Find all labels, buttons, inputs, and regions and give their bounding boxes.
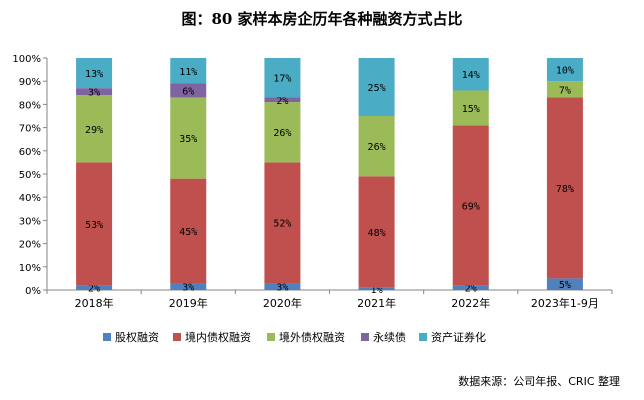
- legend-swatch: [361, 333, 369, 341]
- y-tick-label: 20%: [19, 240, 41, 251]
- data-label: 5%: [559, 280, 571, 291]
- bar-segment: [264, 162, 301, 284]
- bar-segment: [76, 88, 113, 96]
- y-tick-label: 50%: [19, 170, 41, 181]
- bar-segment: [76, 162, 113, 286]
- y-tick-label: 40%: [19, 193, 41, 204]
- data-label: 29%: [85, 125, 103, 136]
- y-tick-label: 100%: [12, 54, 41, 65]
- data-label: 3%: [276, 283, 288, 294]
- data-label: 3%: [182, 283, 194, 294]
- source-note: 数据来源：公司年报、CRIC 整理: [458, 374, 620, 388]
- x-tick-label: 2020年: [263, 296, 302, 310]
- bar-segment: [546, 58, 583, 82]
- data-label: 7%: [559, 85, 571, 96]
- bar-segment: [546, 81, 583, 98]
- bar-segment: [170, 58, 207, 84]
- data-label: 6%: [182, 86, 194, 97]
- legend-swatch: [103, 333, 111, 341]
- bar-segment: [358, 176, 395, 288]
- x-tick-label: 2019年: [169, 296, 208, 310]
- data-label: 35%: [179, 134, 197, 145]
- data-label: 48%: [368, 228, 386, 239]
- y-tick-label: 0%: [25, 286, 41, 297]
- data-label: 52%: [273, 219, 291, 230]
- y-tick-label: 70%: [19, 124, 41, 135]
- legend-label: 永续债: [373, 330, 406, 344]
- data-label: 2%: [88, 284, 100, 295]
- y-tick-label: 60%: [19, 147, 41, 158]
- y-tick-label: 90%: [19, 77, 41, 88]
- data-label: 14%: [462, 70, 480, 81]
- x-tick-label: 2018年: [75, 296, 114, 310]
- bar-segment: [76, 58, 113, 89]
- data-label: 17%: [273, 74, 291, 85]
- data-label: 13%: [85, 69, 103, 80]
- data-label: 25%: [368, 83, 386, 94]
- y-tick-label: 30%: [19, 216, 41, 227]
- x-tick-label: 2022年: [451, 296, 490, 310]
- y-tick-label: 10%: [19, 263, 41, 274]
- bar-segment: [170, 97, 207, 179]
- bar-segment: [452, 285, 489, 290]
- legend-label: 境外债权融资: [279, 330, 345, 344]
- y-tick-label: 80%: [19, 100, 41, 111]
- bar-segment: [358, 58, 395, 116]
- bar-segment: [76, 285, 113, 290]
- legend-swatch: [419, 333, 427, 341]
- data-label: 26%: [368, 142, 386, 153]
- data-label: 10%: [556, 66, 574, 77]
- x-tick-label: 2023年1-9月: [531, 296, 599, 310]
- x-tick-label: 2021年: [357, 296, 396, 310]
- legend-label: 境内债权融资: [185, 330, 251, 344]
- bar-segment: [546, 278, 583, 290]
- legend-swatch: [173, 333, 181, 341]
- legend-swatch: [267, 333, 275, 341]
- data-label: 45%: [179, 227, 197, 238]
- legend-label: 股权融资: [115, 331, 159, 344]
- bar-segment: [546, 97, 583, 279]
- data-label: 26%: [273, 128, 291, 139]
- data-label: 3%: [88, 88, 100, 99]
- bar-segment: [264, 102, 301, 163]
- bar-segment: [170, 178, 207, 284]
- data-label: 1%: [371, 285, 383, 296]
- bar-segment: [452, 58, 489, 91]
- data-label: 2%: [465, 284, 477, 295]
- bar-segment: [76, 95, 113, 163]
- bar-segment: [358, 287, 395, 290]
- bar-segment: [170, 83, 207, 98]
- data-label: 78%: [556, 184, 574, 195]
- chart-title: 图：80 家样本房企历年各种融资方式占比: [181, 10, 462, 28]
- data-label: 2%: [276, 96, 288, 107]
- data-label: 53%: [85, 220, 103, 231]
- bar-segment: [264, 283, 301, 290]
- data-label: 69%: [462, 201, 480, 212]
- bar-segment: [452, 125, 489, 286]
- data-label: 15%: [462, 104, 480, 115]
- data-label: 11%: [179, 67, 197, 78]
- bar-segment: [358, 116, 395, 177]
- bar-segment: [170, 283, 207, 290]
- bar-segment: [452, 90, 489, 126]
- legend-label: 资产证券化: [431, 330, 486, 344]
- bar-segment: [264, 58, 301, 98]
- bar-segment: [264, 97, 301, 103]
